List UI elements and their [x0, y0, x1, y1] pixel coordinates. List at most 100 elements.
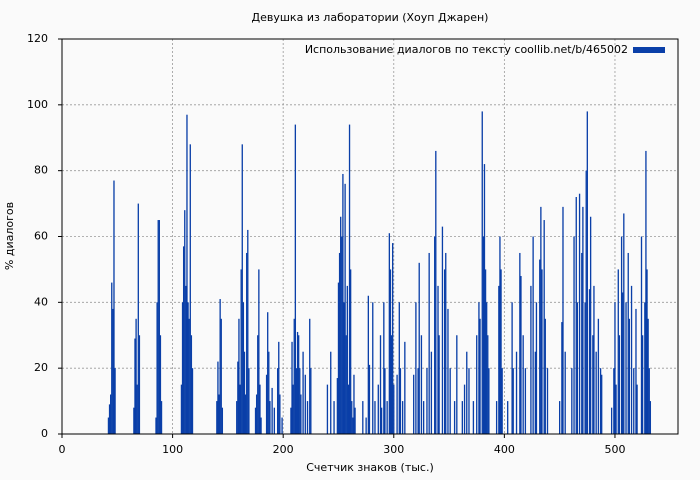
bar [267, 312, 269, 434]
bar [449, 368, 451, 434]
bar [353, 374, 355, 434]
bar [354, 407, 356, 434]
bar [646, 269, 648, 434]
bar [437, 285, 439, 434]
bar [447, 308, 449, 434]
bar [562, 206, 564, 434]
bar [622, 292, 624, 434]
bar [543, 220, 545, 434]
bar [368, 364, 371, 434]
bar [564, 351, 566, 434]
bar [582, 206, 584, 434]
bar [352, 417, 354, 434]
bar [185, 285, 187, 434]
bar [343, 302, 345, 434]
bar [463, 384, 466, 434]
bar [581, 252, 583, 434]
bar [486, 302, 488, 434]
bar [512, 368, 514, 434]
bar [576, 302, 579, 434]
bar [561, 322, 563, 434]
y-axis-label: % диалогов [3, 202, 16, 270]
bar [380, 407, 383, 434]
bar [338, 252, 341, 434]
y-tick-label: 60 [34, 230, 48, 243]
bar [522, 335, 524, 434]
bar [627, 252, 629, 434]
bar [345, 335, 347, 434]
bar [188, 318, 190, 434]
bar [384, 368, 386, 434]
bar [218, 394, 220, 434]
bar [393, 384, 395, 434]
bar [219, 299, 221, 434]
bar [575, 197, 577, 434]
bar [156, 302, 158, 434]
bar [276, 368, 279, 434]
bar [114, 368, 116, 434]
bar [268, 351, 270, 434]
bar [541, 269, 543, 434]
bar [302, 351, 304, 434]
bar [484, 269, 487, 434]
bar [182, 246, 185, 434]
bar [544, 318, 546, 434]
bar [532, 236, 534, 434]
bar [483, 164, 486, 435]
bar [422, 401, 425, 434]
bar [221, 407, 224, 434]
x-axis-label: Счетчик знаков (тыс.) [306, 461, 434, 474]
bar [417, 368, 419, 434]
bar [309, 318, 311, 434]
bar [136, 384, 138, 434]
bar [588, 289, 591, 434]
bar [515, 351, 518, 434]
bar [438, 335, 440, 434]
bar [595, 351, 597, 434]
bar [271, 387, 273, 434]
bar [573, 236, 575, 434]
bar [476, 335, 478, 434]
bar [445, 252, 447, 434]
bar [456, 335, 458, 434]
bar [389, 269, 392, 434]
plot-area: 0 20 40 60 80 100 120 0 100 200 300 400 500 Использов… [27, 32, 678, 456]
bar [390, 335, 393, 434]
bar [291, 341, 293, 434]
bar [367, 295, 370, 434]
y-tick-label: 120 [27, 32, 48, 45]
bar [330, 351, 332, 434]
y-tick-label: 40 [34, 295, 48, 308]
bar [298, 335, 300, 434]
bar [216, 401, 218, 434]
bar [530, 285, 532, 434]
bar [254, 407, 257, 434]
bar [540, 206, 542, 434]
bar [279, 394, 281, 434]
bar [379, 335, 382, 434]
bar [453, 401, 456, 434]
bar [413, 374, 415, 434]
bar [244, 394, 247, 434]
bar [107, 417, 110, 434]
bar [155, 417, 157, 434]
bar [396, 374, 398, 434]
bar [374, 401, 376, 434]
bar [187, 302, 189, 434]
bar [589, 216, 592, 434]
bar [636, 384, 638, 434]
x-tick-label: 100 [162, 443, 183, 456]
bar [498, 285, 500, 434]
bar [618, 335, 621, 434]
bar [346, 285, 348, 434]
bar [160, 401, 163, 434]
bar [487, 335, 489, 434]
bar [539, 259, 541, 434]
bar [337, 282, 340, 434]
bar [109, 394, 112, 434]
bar [461, 401, 464, 434]
bar [304, 374, 306, 434]
bar [237, 361, 239, 434]
bar [157, 220, 159, 434]
bar [236, 401, 238, 434]
